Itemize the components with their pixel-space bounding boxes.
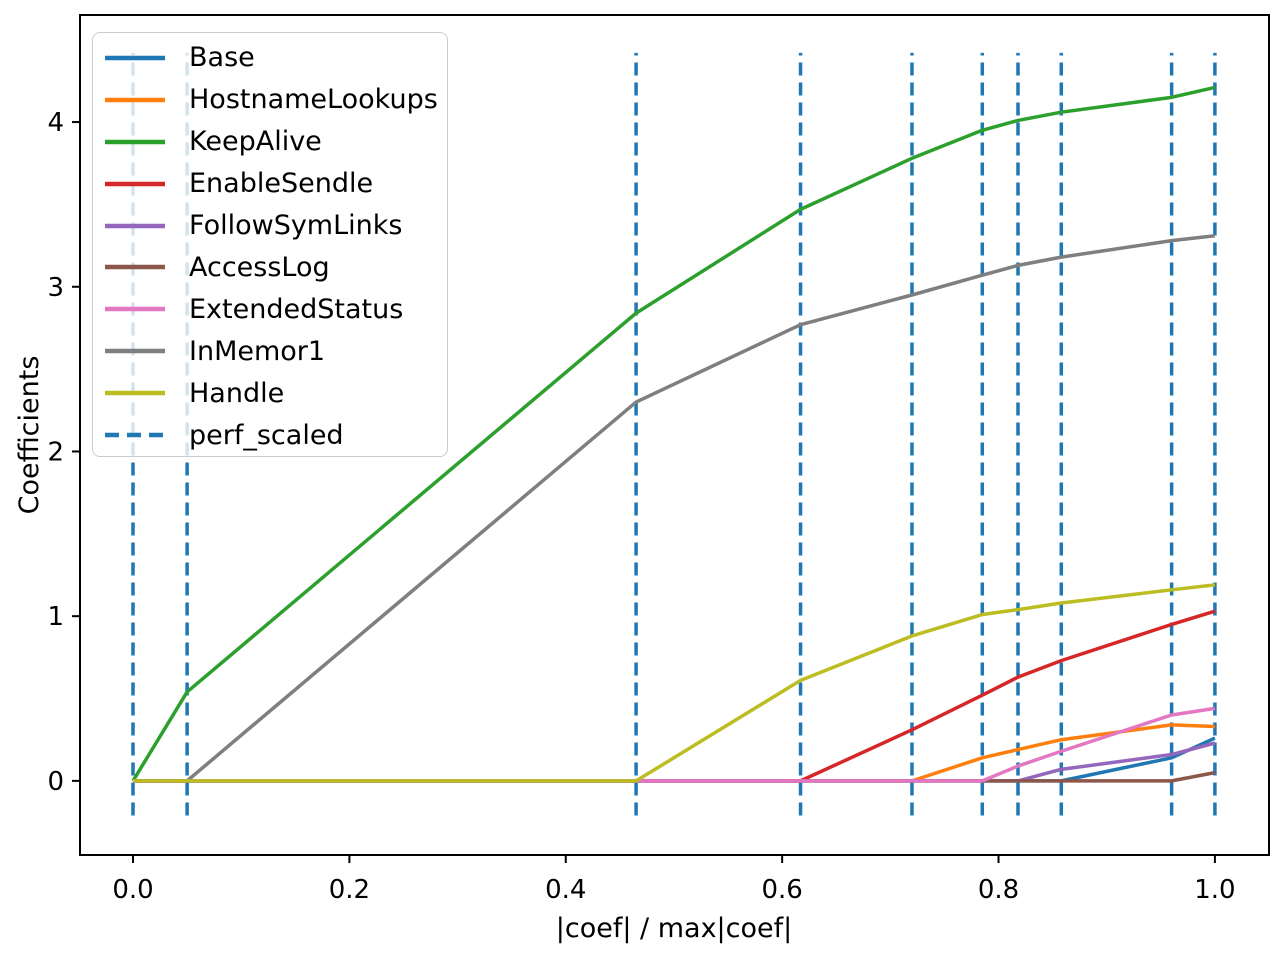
- legend-item-inmemor1: InMemor1: [93, 330, 447, 372]
- line-followsymlinks: [133, 741, 1216, 783]
- x-tick-label-1.0: 1.0: [1194, 875, 1235, 905]
- legend-line-swatch-enablesendle-icon: [105, 181, 165, 186]
- legend-item-enablesendle: EnableSendle: [93, 163, 447, 205]
- legend: Base HostnameLookups KeepAlive EnableSendle…: [92, 32, 448, 457]
- legend-line-swatch-followsymlinks-icon: [105, 223, 165, 228]
- legend-line-swatch-perf_scaled-icon: [105, 432, 165, 438]
- x-tick-label-0.8: 0.8: [978, 875, 1019, 905]
- x-axis-label: |coef| / max|coef|: [556, 913, 792, 944]
- legend-line-swatch-keepalive-icon: [105, 139, 165, 145]
- legend-line-swatch-extendedstatus-icon: [105, 307, 165, 312]
- line-handle: [133, 583, 1216, 783]
- legend-line-swatch-accesslog-icon: [105, 265, 165, 270]
- legend-label: KeepAlive: [189, 126, 322, 158]
- legend-line-swatch-base-icon: [105, 55, 165, 61]
- x-tick-label-0.4: 0.4: [545, 875, 586, 905]
- legend-label: EnableSendle: [189, 168, 374, 200]
- coefficient-lines: [131, 85, 1216, 783]
- x-tick-label-0.6: 0.6: [761, 875, 802, 905]
- legend-line-swatch-handle-icon: [105, 390, 165, 396]
- legend-label: Handle: [189, 377, 285, 409]
- y-tick-label-3: 3: [47, 273, 64, 303]
- legend-line-swatch-inmemor1-icon: [105, 349, 165, 354]
- legend-item-hostnamelookups: HostnameLookups: [93, 79, 447, 121]
- legend-item-followsymlinks: FollowSymLinks: [93, 205, 447, 247]
- axes-frame: [79, 14, 1270, 856]
- legend-label: ExtendedStatus: [189, 293, 404, 325]
- line-keepalive: [131, 85, 1216, 782]
- legend-label: HostnameLookups: [189, 84, 438, 116]
- y-axis-label: Coefficients: [14, 356, 45, 515]
- y-tick-label-2: 2: [47, 437, 64, 467]
- legend-item-keepalive: KeepAlive: [93, 121, 447, 163]
- legend-line-swatch-hostnamelookups-icon: [105, 97, 165, 103]
- legend-item-extendedstatus: ExtendedStatus: [93, 288, 447, 330]
- plot-frame: [79, 14, 1270, 856]
- line-inmemor1: [133, 233, 1216, 783]
- y-tick-label-4: 4: [47, 108, 64, 138]
- legend-label: AccessLog: [189, 251, 330, 283]
- legend-label: FollowSymLinks: [189, 210, 403, 242]
- legend-label: perf_scaled: [189, 419, 344, 451]
- y-tick-label-0: 0: [47, 767, 64, 797]
- legend-label: InMemor1: [189, 335, 326, 367]
- legend-item-handle: Handle: [93, 372, 447, 414]
- y-tick-label-1: 1: [47, 602, 64, 632]
- x-tick-label-0.0: 0.0: [112, 875, 153, 905]
- axis-ticks: 0.0 0.2 0.4 0.6 0.8 1.0 0 1 2 3 4: [47, 108, 1235, 905]
- legend-item-perf_scaled: perf_scaled: [93, 414, 447, 456]
- x-tick-label-0.2: 0.2: [329, 875, 370, 905]
- legend-label: Base: [189, 42, 255, 74]
- legend-item-base: Base: [93, 37, 447, 79]
- legend-item-accesslog: AccessLog: [93, 247, 447, 289]
